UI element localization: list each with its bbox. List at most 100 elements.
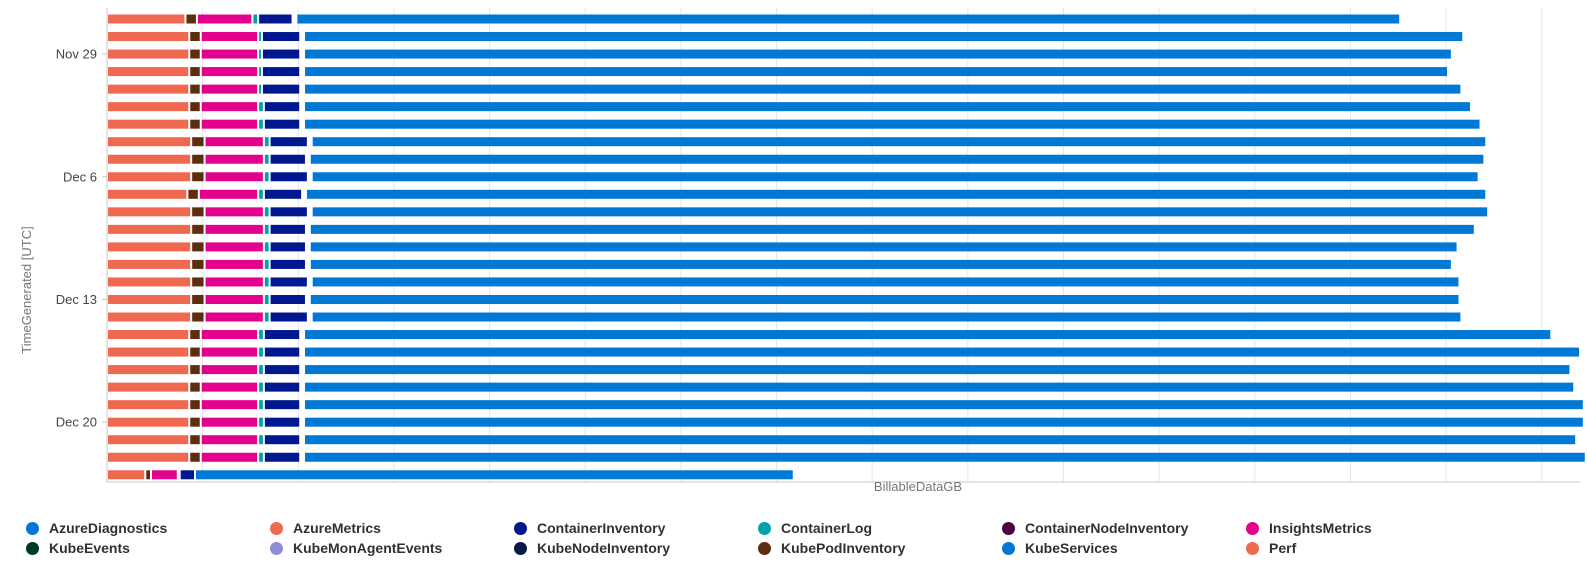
- bar-segment-kubepodinventory[interactable]: [190, 84, 200, 94]
- bar-segment-insightsmetrics[interactable]: [197, 14, 252, 24]
- bar-segment-azurediagnostics[interactable]: [312, 277, 1459, 287]
- bar-segment-perf[interactable]: [108, 172, 191, 182]
- bar-segment-azurediagnostics[interactable]: [312, 172, 1478, 182]
- bar-segment-containerinventory[interactable]: [264, 119, 300, 129]
- bar-segment-insightsmetrics[interactable]: [201, 417, 258, 427]
- bar-segment-containerinventory[interactable]: [259, 14, 292, 24]
- bar-segment-insightsmetrics[interactable]: [201, 365, 258, 375]
- bar-segment-kubepodinventory[interactable]: [190, 435, 200, 445]
- bar-segment-azurediagnostics[interactable]: [195, 470, 793, 480]
- bar-segment-kubepodinventory[interactable]: [192, 259, 204, 269]
- legend-item-azurediagnostics[interactable]: AzureDiagnostics: [26, 518, 167, 538]
- bar-segment-containerinventory[interactable]: [264, 102, 300, 112]
- bar-segment-containerinventory[interactable]: [270, 137, 307, 147]
- bar-segment-containerinventory[interactable]: [270, 242, 305, 252]
- bar-segment-insightsmetrics[interactable]: [201, 32, 258, 42]
- legend-item-kubemonagentevents[interactable]: KubeMonAgentEvents: [270, 538, 442, 558]
- bar-segment-kubepodinventory[interactable]: [190, 400, 200, 410]
- bar-segment-kubepodinventory[interactable]: [190, 67, 200, 77]
- bar-segment-azurediagnostics[interactable]: [305, 119, 1480, 129]
- bar-segment-containerinventory[interactable]: [270, 172, 307, 182]
- bar-segment-perf[interactable]: [108, 347, 189, 357]
- bar-segment-kubepodinventory[interactable]: [192, 312, 204, 322]
- bar-segment-insightsmetrics[interactable]: [205, 207, 263, 217]
- bar-segment-perf[interactable]: [108, 435, 189, 445]
- bar-segment-containerlog[interactable]: [264, 242, 269, 252]
- bar-segment-perf[interactable]: [108, 14, 185, 24]
- bar-segment-perf[interactable]: [108, 294, 191, 304]
- bar-segment-perf[interactable]: [108, 470, 145, 480]
- bar-segment-insightsmetrics[interactable]: [201, 84, 258, 94]
- bar-segment-kubepodinventory[interactable]: [146, 470, 150, 480]
- bar-segment-perf[interactable]: [108, 242, 191, 252]
- bar-segment-containerinventory[interactable]: [180, 470, 194, 480]
- bar-segment-perf[interactable]: [108, 67, 189, 77]
- bar-segment-containerlog[interactable]: [259, 417, 263, 427]
- bar-segment-perf[interactable]: [108, 102, 189, 112]
- bar-segment-perf[interactable]: [108, 154, 191, 164]
- bar-segment-perf[interactable]: [108, 365, 189, 375]
- bar-segment-kubepodinventory[interactable]: [192, 172, 204, 182]
- bar-segment-perf[interactable]: [108, 452, 189, 462]
- bar-segment-containerlog[interactable]: [264, 137, 269, 147]
- bar-segment-containerinventory[interactable]: [270, 224, 305, 234]
- bar-segment-insightsmetrics[interactable]: [151, 470, 177, 480]
- bar-segment-kubepodinventory[interactable]: [190, 382, 200, 392]
- bar-segment-insightsmetrics[interactable]: [205, 224, 263, 234]
- bar-segment-containerlog[interactable]: [259, 67, 261, 77]
- bar-segment-containerinventory[interactable]: [270, 207, 307, 217]
- bar-segment-kubepodinventory[interactable]: [192, 224, 204, 234]
- bar-segment-perf[interactable]: [108, 312, 191, 322]
- bar-segment-azurediagnostics[interactable]: [312, 207, 1488, 217]
- bar-segment-azurediagnostics[interactable]: [305, 330, 1551, 340]
- bar-segment-azurediagnostics[interactable]: [305, 84, 1461, 94]
- legend-item-insightsmetrics[interactable]: InsightsMetrics: [1246, 518, 1372, 538]
- bar-segment-azurediagnostics[interactable]: [312, 312, 1461, 322]
- bar-segment-perf[interactable]: [108, 189, 187, 199]
- bar-segment-insightsmetrics[interactable]: [205, 277, 263, 287]
- bar-segment-containerlog[interactable]: [259, 400, 263, 410]
- bar-segment-perf[interactable]: [108, 207, 191, 217]
- legend-item-kubeevents[interactable]: KubeEvents: [26, 538, 130, 558]
- bar-segment-azurediagnostics[interactable]: [310, 224, 1474, 234]
- bar-segment-containerlog[interactable]: [259, 119, 263, 129]
- bar-segment-kubepodinventory[interactable]: [190, 417, 200, 427]
- bar-segment-kubepodinventory[interactable]: [192, 154, 204, 164]
- bar-segment-containerinventory[interactable]: [264, 400, 300, 410]
- bar-segment-insightsmetrics[interactable]: [201, 67, 258, 77]
- bar-segment-kubepodinventory[interactable]: [186, 14, 196, 24]
- bar-segment-azurediagnostics[interactable]: [305, 67, 1448, 77]
- bar-segment-kubepodinventory[interactable]: [190, 365, 200, 375]
- bar-segment-insightsmetrics[interactable]: [201, 330, 258, 340]
- bar-segment-containerlog[interactable]: [264, 224, 269, 234]
- bar-segment-insightsmetrics[interactable]: [205, 242, 263, 252]
- bar-segment-perf[interactable]: [108, 417, 189, 427]
- bar-segment-kubepodinventory[interactable]: [188, 189, 198, 199]
- legend-item-containernodeinventory[interactable]: ContainerNodeInventory: [1002, 518, 1188, 538]
- bar-segment-containerlog[interactable]: [264, 277, 269, 287]
- bar-segment-containerinventory[interactable]: [264, 330, 300, 340]
- bar-segment-azurediagnostics[interactable]: [310, 294, 1459, 304]
- bar-segment-azurediagnostics[interactable]: [305, 382, 1574, 392]
- legend-item-kubepodinventory[interactable]: KubePodInventory: [758, 538, 905, 558]
- bar-segment-insightsmetrics[interactable]: [205, 137, 263, 147]
- bar-segment-kubepodinventory[interactable]: [192, 207, 204, 217]
- bar-segment-containerlog[interactable]: [259, 32, 261, 42]
- bar-segment-containerlog[interactable]: [264, 312, 269, 322]
- bar-segment-insightsmetrics[interactable]: [201, 102, 258, 112]
- bar-segment-containerlog[interactable]: [259, 365, 263, 375]
- bar-segment-containerlog[interactable]: [264, 207, 269, 217]
- bar-segment-azurediagnostics[interactable]: [305, 365, 1570, 375]
- bar-segment-containerlog[interactable]: [264, 154, 269, 164]
- legend-item-containerlog[interactable]: ContainerLog: [758, 518, 872, 538]
- bar-segment-azurediagnostics[interactable]: [305, 417, 1583, 427]
- bar-segment-perf[interactable]: [108, 32, 189, 42]
- bar-segment-containerinventory[interactable]: [264, 382, 300, 392]
- bar-segment-containerlog[interactable]: [264, 259, 269, 269]
- legend-item-azuremetrics[interactable]: AzureMetrics: [270, 518, 381, 538]
- bar-segment-kubepodinventory[interactable]: [190, 452, 200, 462]
- bar-segment-perf[interactable]: [108, 84, 189, 94]
- bar-segment-containerinventory[interactable]: [262, 84, 300, 94]
- bar-segment-containerinventory[interactable]: [262, 67, 300, 77]
- bar-segment-containerlog[interactable]: [259, 452, 263, 462]
